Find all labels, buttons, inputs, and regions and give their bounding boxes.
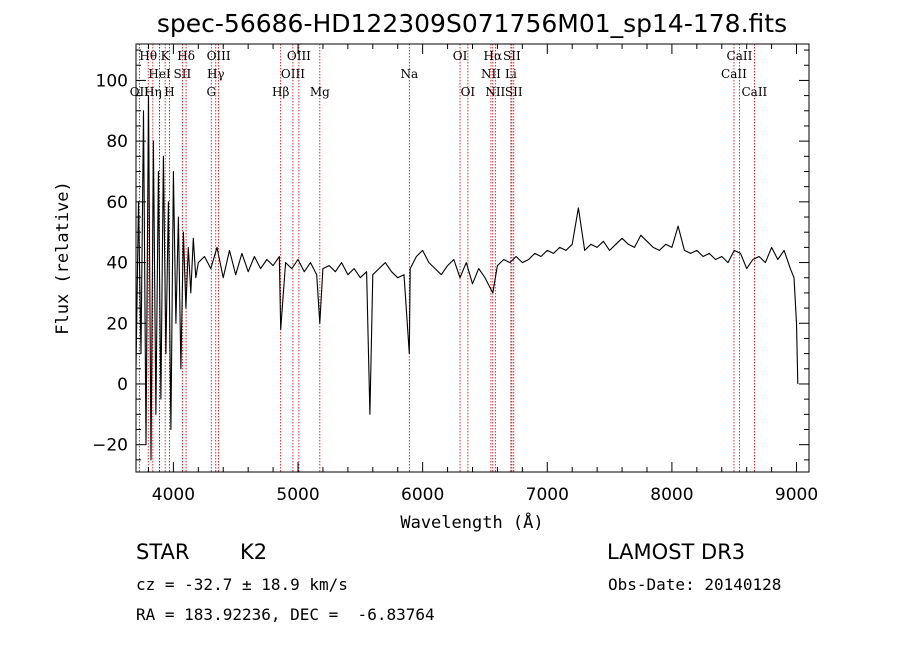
x-tick-label-1: 5000 xyxy=(276,485,319,505)
y-tick-label-2: 20 xyxy=(106,314,128,334)
x-tick-label-4: 8000 xyxy=(650,485,693,505)
line-label-18: OI xyxy=(461,85,476,99)
y-tick-label-6: 100 xyxy=(96,71,128,91)
line-label-14: OIII xyxy=(287,49,311,63)
y-tick-label-0: −20 xyxy=(92,436,128,456)
line-label-12: Hβ xyxy=(272,85,289,99)
line-label-1: Hθ xyxy=(139,49,157,63)
x-tick-label-0: 4000 xyxy=(152,485,195,505)
redshift-cz: cz = -32.7 ± 18.9 km/s xyxy=(136,575,348,594)
y-axis-label: Flux (relative) xyxy=(53,181,73,335)
y-tick-label-5: 80 xyxy=(106,132,128,152)
object-subclass: K2 xyxy=(240,540,268,564)
line-label-27: CaII xyxy=(741,85,767,99)
object-type: STAR xyxy=(136,540,190,564)
line-label-10: Hγ xyxy=(207,67,225,81)
line-label-0: OII xyxy=(130,85,150,99)
line-label-9: G xyxy=(206,85,216,99)
y-tick-label-1: 0 xyxy=(117,375,128,395)
line-label-7: SII xyxy=(174,67,192,81)
x-tick-label-5: 9000 xyxy=(775,485,818,505)
line-label-25: CaII xyxy=(721,67,747,81)
line-label-24: SII xyxy=(505,85,523,99)
observation-date: Obs-Date: 20140128 xyxy=(608,575,782,594)
line-label-17: OI xyxy=(453,49,468,63)
line-label-20: Hα xyxy=(484,49,503,63)
line-label-4: HeI xyxy=(148,67,171,81)
line-label-26: CaII xyxy=(727,49,753,63)
flux-line xyxy=(135,95,799,461)
x-tick-label-2: 6000 xyxy=(401,485,444,505)
line-label-19: NII xyxy=(481,67,501,81)
coordinates: RA = 183.92236, DEC = -6.83764 xyxy=(136,605,435,624)
line-label-8: Hδ xyxy=(177,49,195,63)
line-label-22: Li xyxy=(505,67,517,81)
y-tick-label-3: 40 xyxy=(106,254,128,274)
y-tick-label-4: 60 xyxy=(106,193,128,213)
line-label-6: H xyxy=(164,85,174,99)
line-label-15: Mg xyxy=(310,85,330,99)
line-label-23: SII xyxy=(503,49,521,63)
emission-lines: OIIHθHηHeIKHSIIHδGHγOIIIHβOIIIOIIIMgNaOI… xyxy=(130,44,768,472)
plot-frame xyxy=(135,43,810,473)
line-label-13: OIII xyxy=(281,67,305,81)
line-label-5: K xyxy=(161,49,171,63)
line-label-2: Hη xyxy=(144,85,162,99)
line-label-11: OIII xyxy=(207,49,231,63)
x-tick-label-3: 7000 xyxy=(526,485,569,505)
x-axis-label: Wavelength (Å) xyxy=(400,511,543,533)
flux-series xyxy=(135,95,799,461)
line-label-21: NII xyxy=(485,85,505,99)
survey-name: LAMOST DR3 xyxy=(607,540,746,564)
line-label-16: Na xyxy=(400,67,418,81)
axis-ticks: 4000 5000 6000 7000 8000 9000 −20 0 20 40 60 80 100 xyxy=(92,44,818,505)
chart-title: spec-56686-HD122309S071756M01_sp14-178.f… xyxy=(157,9,787,38)
